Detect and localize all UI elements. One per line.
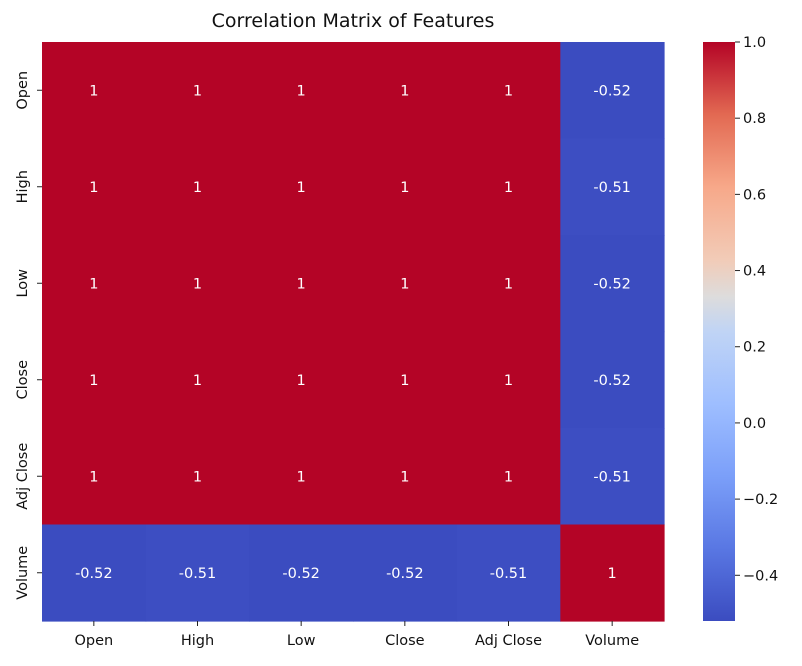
heatmap-cell (249, 331, 354, 429)
y-tick-label: Low (15, 269, 31, 298)
cell-value-label: 1 (400, 276, 409, 292)
cell-value-label: 1 (297, 469, 306, 485)
x-tick-label: Low (287, 633, 316, 649)
colorbar (703, 42, 735, 621)
heatmap-cell (560, 524, 665, 622)
heatmap-cell (42, 138, 147, 236)
colorbar-tick-label: 0.0 (743, 416, 766, 432)
heatmap-cell (456, 235, 561, 333)
cell-value-label: 1 (193, 83, 202, 99)
heatmap-cell (145, 331, 250, 429)
heatmap-cell (249, 235, 354, 333)
heatmap-cell (456, 428, 561, 526)
y-tick-label: Close (15, 360, 31, 400)
cell-value-label: 1 (193, 276, 202, 292)
heatmap-cell (145, 42, 250, 140)
heatmap-cell (42, 235, 147, 333)
cell-value-label: 1 (193, 373, 202, 389)
cell-value-label: -0.51 (490, 566, 528, 582)
heatmap-cell (353, 331, 458, 429)
heatmap-cell (353, 138, 458, 236)
y-tick-label: Volume (15, 546, 31, 600)
cell-value-label: 1 (89, 469, 98, 485)
colorbar-tick-label: −0.4 (743, 568, 778, 584)
cell-value-label: -0.52 (593, 373, 631, 389)
y-tick-label: Adj Close (15, 443, 31, 510)
colorbar-tick-label: 0.6 (743, 187, 766, 203)
colorbar-tick-label: 0.8 (743, 111, 766, 127)
cell-value-label: 1 (193, 469, 202, 485)
chart-title: Correlation Matrix of Features (211, 10, 495, 32)
heatmap-cell (560, 235, 665, 333)
cell-value-label: 1 (504, 180, 513, 196)
cell-value-label: 1 (297, 83, 306, 99)
x-tick-label: Close (385, 633, 425, 649)
heatmap-cell (145, 428, 250, 526)
heatmap-cell (145, 524, 250, 622)
heatmap-cell (249, 524, 354, 622)
heatmap-cell (42, 428, 147, 526)
heatmap-cell (353, 42, 458, 140)
heatmap-cell (456, 524, 561, 622)
cell-value-label: 1 (400, 373, 409, 389)
cell-value-label: 1 (89, 373, 98, 389)
cell-value-label: 1 (89, 180, 98, 196)
cell-value-label: -0.52 (282, 566, 320, 582)
x-tick-label: Adj Close (475, 633, 542, 649)
heatmap-cell (42, 524, 147, 622)
heatmap-cell (145, 235, 250, 333)
heatmap-cell (456, 331, 561, 429)
heatmap-cell (249, 42, 354, 140)
cell-value-label: 1 (504, 83, 513, 99)
heatmap-cell (249, 138, 354, 236)
heatmap-cell (42, 42, 147, 140)
cell-value-label: 1 (400, 180, 409, 196)
heatmap-cell (353, 235, 458, 333)
colorbar-tick-label: −0.2 (743, 492, 778, 508)
colorbar-tick-label: 1.0 (743, 35, 766, 51)
colorbar-tick-label: 0.4 (743, 264, 766, 280)
heatmap-cell (145, 138, 250, 236)
heatmap-cell (249, 428, 354, 526)
heatmap-cell (560, 428, 665, 526)
cell-value-label: 1 (297, 276, 306, 292)
cell-value-label: -0.51 (593, 469, 631, 485)
cell-value-label: 1 (297, 373, 306, 389)
heatmap-cell (456, 138, 561, 236)
cell-value-label: 1 (504, 469, 513, 485)
cell-value-label: -0.51 (593, 180, 631, 196)
cell-value-label: -0.52 (386, 566, 424, 582)
cell-value-label: -0.52 (593, 83, 631, 99)
y-tick-label: High (15, 170, 31, 203)
x-tick-label: Open (74, 633, 113, 649)
heatmap-cell (560, 42, 665, 140)
heatmap-cell (353, 524, 458, 622)
cell-value-label: 1 (297, 180, 306, 196)
heatmap-cell (353, 428, 458, 526)
x-tick-label: Volume (585, 633, 639, 649)
cell-value-label: 1 (504, 373, 513, 389)
cell-value-label: -0.52 (75, 566, 113, 582)
cell-value-label: 1 (400, 469, 409, 485)
cell-value-label: -0.51 (179, 566, 217, 582)
x-tick-label: High (181, 633, 214, 649)
heatmap-cell (42, 331, 147, 429)
cell-value-label: 1 (608, 566, 617, 582)
cell-value-label: 1 (504, 276, 513, 292)
heatmap-cell (456, 42, 561, 140)
heatmap-cell (560, 138, 665, 236)
cell-value-label: -0.52 (593, 276, 631, 292)
cell-value-label: 1 (89, 276, 98, 292)
y-tick-label: Open (15, 71, 31, 110)
cell-value-label: 1 (400, 83, 409, 99)
heatmap-cell (560, 331, 665, 429)
cell-value-label: 1 (89, 83, 98, 99)
colorbar-tick-label: 0.2 (743, 340, 766, 356)
cell-value-label: 1 (193, 180, 202, 196)
